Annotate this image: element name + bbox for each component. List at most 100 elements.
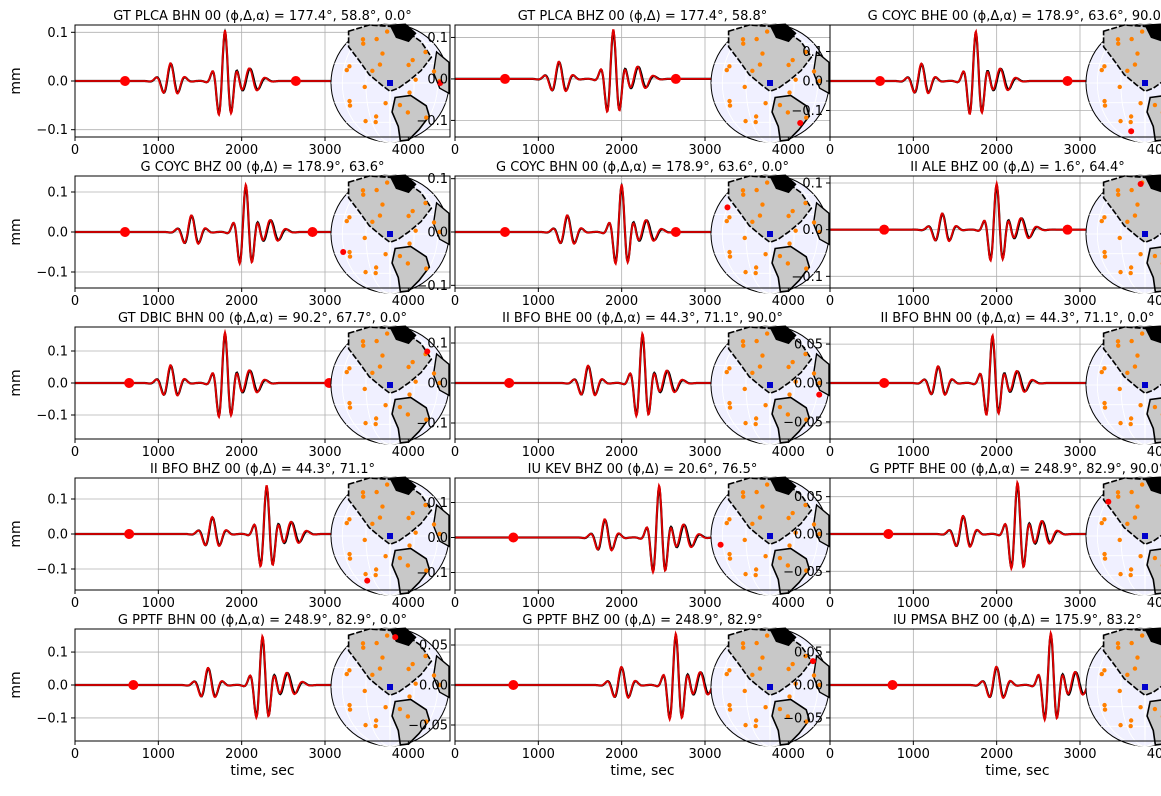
source-marker	[387, 684, 393, 690]
station-dot	[407, 241, 411, 245]
station-dot	[1102, 517, 1106, 521]
y-tick-label: 0.0	[427, 72, 448, 87]
y-tick-label: 0.1	[427, 496, 448, 511]
highlighted-station	[718, 542, 724, 548]
station-dot	[361, 641, 365, 645]
station-dot	[1102, 215, 1106, 219]
station-dot	[1116, 645, 1120, 649]
station-dot	[370, 371, 374, 375]
station-dot	[1138, 252, 1142, 256]
station-dot	[763, 101, 767, 105]
highlighted-station	[816, 392, 822, 398]
station-dot	[410, 58, 414, 62]
y-tick-label: 0.0	[47, 75, 68, 90]
panel-title: G COYC BHE 00 (ϕ,Δ,α) = 178.9°, 63.6°, 9…	[868, 9, 1161, 24]
station-dot	[373, 422, 377, 426]
station-dot	[725, 521, 729, 525]
station-dot	[1133, 213, 1137, 217]
station-dot	[378, 364, 382, 368]
station-dot	[786, 110, 790, 114]
station-dot	[1135, 51, 1139, 55]
x-tick-label: 3000	[308, 596, 341, 611]
station-dot	[786, 214, 790, 218]
x-tick-label: 1000	[142, 596, 175, 611]
x-tick-label: 1000	[142, 747, 175, 762]
window-marker	[879, 225, 889, 235]
station-dot	[1116, 37, 1120, 41]
station-dot	[398, 707, 402, 711]
station-dot	[378, 515, 382, 519]
y-tick-label: −0.1	[36, 563, 68, 578]
x-tick-label: 0	[71, 294, 79, 309]
station-dot	[432, 673, 436, 677]
station-dot	[380, 504, 384, 508]
station-dot	[361, 41, 365, 45]
station-dot	[728, 405, 732, 409]
station-dot	[1133, 62, 1137, 66]
x-tick-label: 3000	[308, 294, 341, 309]
x-tick-label: 3000	[688, 445, 721, 460]
station-dot	[750, 673, 754, 677]
station-dot	[786, 63, 790, 67]
station-dot	[1102, 64, 1106, 68]
x-tick-label: 4000	[392, 596, 425, 611]
station-dot	[727, 668, 731, 672]
station-dot	[725, 370, 729, 374]
station-dot	[361, 645, 365, 649]
station-dot	[754, 641, 758, 645]
station-dot	[778, 707, 782, 711]
station-dot	[741, 41, 745, 45]
y-tick-label: −0.1	[36, 123, 68, 138]
station-dot	[793, 78, 797, 82]
station-dot	[1129, 416, 1133, 420]
station-dot	[750, 69, 754, 73]
station-dot	[758, 62, 762, 66]
station-dot	[1128, 120, 1132, 124]
station-dot	[765, 29, 769, 33]
station-dot	[727, 552, 731, 556]
station-dot	[753, 573, 757, 577]
y-tick-label: 0.1	[47, 646, 68, 661]
station-dot	[413, 380, 417, 384]
station-dot	[754, 188, 758, 192]
station-dot	[750, 522, 754, 526]
x-tick-label: 4000	[392, 294, 425, 309]
x-tick-label: 3000	[308, 143, 341, 158]
x-tick-label: 1000	[522, 445, 555, 460]
y-tick-label: 0.1	[47, 186, 68, 201]
station-dot	[743, 538, 747, 542]
station-dot	[743, 236, 747, 240]
station-dot	[383, 705, 387, 709]
station-dot	[765, 331, 769, 335]
station-dot	[727, 250, 731, 254]
window-marker	[308, 227, 318, 237]
station-dot	[1116, 192, 1120, 196]
x-tick-label: 4000	[772, 294, 805, 309]
station-dot	[1118, 689, 1122, 693]
station-dot	[363, 119, 367, 123]
window-marker	[671, 227, 681, 237]
window-marker	[879, 378, 889, 388]
x-axis-label: time, sec	[985, 763, 1049, 779]
station-dot	[423, 50, 427, 54]
station-dot	[361, 188, 365, 192]
x-tick-label: 0	[826, 747, 834, 762]
station-dot	[812, 371, 816, 375]
y-tick-label: −0.1	[791, 270, 823, 285]
y-tick-label: 0.1	[47, 493, 68, 508]
x-tick-label: 2000	[225, 294, 258, 309]
x-tick-label: 0	[826, 596, 834, 611]
x-tick-label: 4000	[772, 445, 805, 460]
station-dot	[348, 103, 352, 107]
station-dot	[765, 633, 769, 637]
y-tick-label: 0.00	[794, 528, 823, 543]
station-dot	[743, 689, 747, 693]
station-dot	[348, 405, 352, 409]
station-dot	[347, 401, 351, 405]
x-tick-label: 0	[451, 445, 459, 460]
x-tick-label: 1000	[897, 747, 930, 762]
x-tick-label: 2000	[980, 747, 1013, 762]
station-dot	[1118, 387, 1122, 391]
